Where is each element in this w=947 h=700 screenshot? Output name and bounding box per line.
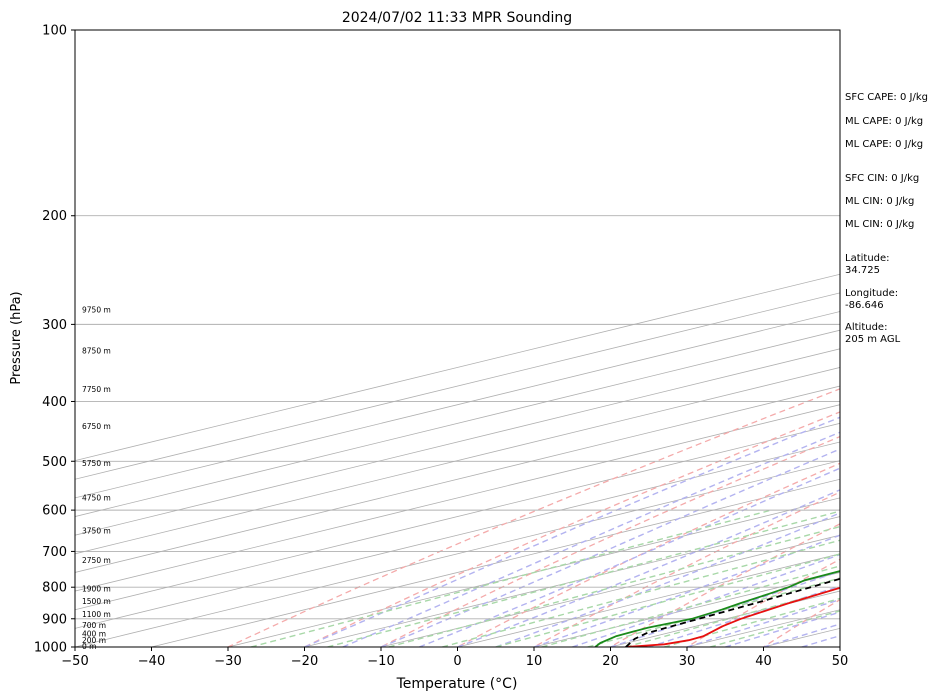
- y-tick-label: 700: [42, 545, 67, 560]
- height-label: 7750 m: [82, 385, 111, 394]
- isotherm-line: [75, 422, 840, 611]
- param-ml-cape-1: ML CAPE: 0 J/kg: [845, 116, 924, 127]
- x-tick-label: 20: [602, 654, 619, 669]
- plot-frame: [74, 29, 841, 648]
- isotherm-line: [75, 273, 840, 462]
- mixing-ratio-line: [587, 577, 840, 647]
- param-latitude: Latitude: 34.725: [845, 253, 890, 276]
- x-tick-label: 40: [755, 654, 772, 669]
- height-label: 9750 m: [82, 306, 111, 315]
- isotherm-line: [75, 441, 840, 629]
- background-reference-lines: [75, 273, 840, 647]
- moist-adiabat-line: [304, 416, 840, 647]
- chart-title: 2024/07/02 11:33 MPR Sounding: [342, 10, 572, 26]
- y-tick-label: 1000: [34, 641, 67, 656]
- param-ml-cin-2: ML CIN: 0 J/kg: [845, 219, 915, 230]
- x-tick-label: −40: [138, 654, 165, 669]
- height-label: 2750 m: [82, 556, 111, 565]
- x-axis-label: Temperature (°C): [396, 676, 518, 692]
- y-tick-label: 500: [42, 455, 67, 470]
- height-label: 6750 m: [82, 422, 111, 431]
- param-altitude: Altitude: 205 m AGL: [845, 322, 901, 345]
- height-label: 1900 m: [82, 585, 111, 594]
- param-longitude: Longitude: -86.646: [845, 288, 899, 311]
- isotherm-line: [75, 404, 840, 592]
- x-tick-label: −50: [61, 654, 88, 669]
- x-tick-label: 10: [526, 654, 543, 669]
- height-label: 3750 m: [82, 527, 111, 536]
- moist-adiabat-line: [342, 431, 840, 647]
- height-label: 1100 m: [82, 610, 111, 619]
- dry-adiabat-line: [456, 462, 840, 647]
- isotherm-line: [75, 385, 840, 573]
- height-label: 1500 m: [82, 597, 111, 606]
- x-tick-label: −20: [291, 654, 318, 669]
- isotherm-line: [304, 516, 840, 647]
- isotherm-line: [380, 534, 840, 647]
- temperature-line: [625, 586, 840, 647]
- height-label: 8750 m: [82, 347, 111, 356]
- x-tick-label: −10: [367, 654, 394, 669]
- y-tick-label: 900: [42, 612, 67, 627]
- moist-adiabat-line: [380, 448, 840, 647]
- y-tick-label: 100: [42, 24, 67, 39]
- isotherm-line: [75, 460, 840, 647]
- y-axis-label: Pressure (hPa): [9, 291, 24, 384]
- x-axis: −50 −40 −30 −20 −10 0 10 20 30 40 50: [61, 647, 848, 669]
- dry-adiabat-line: [532, 491, 840, 647]
- x-tick-label: 30: [679, 654, 696, 669]
- isotherm-line: [75, 311, 840, 499]
- isotherm-line: [75, 329, 840, 517]
- height-label: 5750 m: [82, 459, 111, 468]
- y-tick-label: 400: [42, 395, 67, 410]
- isotherm-line: [75, 367, 840, 555]
- mixing-ratio-line: [495, 553, 840, 647]
- mixing-ratio-line: [541, 565, 840, 647]
- pressure-gridlines: [75, 30, 840, 647]
- param-sfc-cin: SFC CIN: 0 J/kg: [845, 173, 920, 184]
- x-tick-label: −30: [214, 654, 241, 669]
- moist-adiabat-line: [419, 467, 840, 647]
- dewpoint-line: [594, 570, 840, 647]
- moist-adiabat-line: [495, 512, 840, 647]
- x-tick-label: 50: [832, 654, 849, 669]
- height-label: 400 m: [82, 630, 106, 639]
- isotherm-line: [227, 497, 840, 647]
- x-tick-label: 0: [453, 654, 461, 669]
- y-tick-label: 300: [42, 318, 67, 333]
- param-ml-cape-2: ML CAPE: 0 J/kg: [845, 139, 924, 150]
- height-label: 200 m: [82, 636, 106, 645]
- y-tick-label: 800: [42, 581, 67, 596]
- y-tick-label: 600: [42, 504, 67, 519]
- y-axis: 1000 900 800 700 600 500 400 300 200 100: [34, 24, 75, 656]
- dry-adiabat-line: [226, 388, 840, 647]
- param-sfc-cape: SFC CAPE: 0 J/kg: [845, 92, 928, 103]
- dry-adiabat-line: [762, 598, 840, 647]
- moist-adiabat-line: [533, 534, 840, 647]
- isotherm-line: [75, 292, 840, 480]
- param-ml-cin-1: ML CIN: 0 J/kg: [845, 196, 915, 207]
- height-label: 700 m: [82, 621, 106, 630]
- y-tick-label: 200: [42, 209, 67, 224]
- height-label: 4750 m: [82, 494, 111, 503]
- parcel-line: [625, 577, 840, 647]
- dry-adiabat-line: [685, 558, 840, 647]
- isotherm-line: [151, 478, 840, 647]
- sounding-series: [594, 570, 840, 647]
